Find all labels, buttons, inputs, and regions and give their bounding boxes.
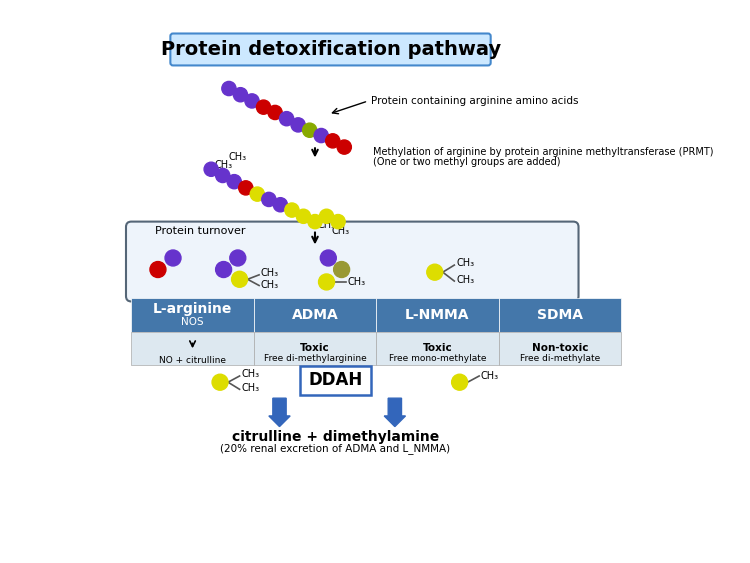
Circle shape [230,250,246,266]
Circle shape [212,374,228,390]
Circle shape [232,271,248,287]
Text: Free di-methylate: Free di-methylate [520,354,600,363]
Circle shape [222,82,236,96]
Text: CH₃: CH₃ [242,383,260,394]
Text: Toxic: Toxic [422,343,452,352]
Text: Free di-methylarginine: Free di-methylarginine [263,354,366,363]
Circle shape [331,215,345,229]
Circle shape [291,118,305,132]
Text: CH₃: CH₃ [229,152,247,162]
Text: Protein containing arginine amino acids: Protein containing arginine amino acids [371,96,578,106]
Text: CH₃: CH₃ [332,226,350,236]
Text: Methylation of arginine by protein arginine methyltransferase (PRMT): Methylation of arginine by protein argin… [373,146,713,157]
Text: CH₃: CH₃ [456,258,474,269]
Circle shape [215,168,229,182]
Circle shape [238,181,253,195]
Circle shape [319,274,334,290]
Circle shape [273,198,287,212]
Circle shape [452,374,467,390]
Text: CH₃: CH₃ [481,371,499,381]
Bar [499,332,621,365]
FancyArrow shape [384,398,406,427]
Text: CH₃: CH₃ [242,369,260,379]
Text: SDMA: SDMA [537,308,583,322]
Text: (One or two methyl groups are added): (One or two methyl groups are added) [373,157,560,167]
Circle shape [227,175,242,189]
Bar [376,332,499,365]
Circle shape [338,140,351,154]
Text: Free mono-methylate: Free mono-methylate [388,354,486,363]
Circle shape [296,209,310,224]
Text: L-NMMA: L-NMMA [405,308,470,322]
Circle shape [233,88,248,102]
Text: L-arginine: L-arginine [153,302,232,316]
Circle shape [165,250,181,266]
Circle shape [308,215,322,229]
Text: Toxic: Toxic [300,343,330,352]
Text: Protein turnover: Protein turnover [155,226,246,236]
Bar [376,298,499,332]
Circle shape [334,262,350,278]
Text: CH₃: CH₃ [456,275,474,285]
Text: CH₃: CH₃ [261,268,279,278]
FancyBboxPatch shape [300,367,371,395]
Circle shape [150,262,166,278]
Text: Non-toxic: Non-toxic [532,343,588,352]
Circle shape [245,94,259,108]
Bar [131,298,254,332]
Circle shape [302,123,316,137]
Circle shape [256,100,271,114]
Circle shape [262,193,276,207]
Text: CH₃: CH₃ [348,277,366,287]
Text: (20% renal excretion of ADMA and L_NMMA): (20% renal excretion of ADMA and L_NMMA) [220,443,451,454]
Text: CH₃: CH₃ [317,220,335,230]
Text: CH₃: CH₃ [261,280,279,289]
Text: citrulline + dimethylamine: citrulline + dimethylamine [232,430,439,444]
Circle shape [427,264,442,280]
Text: Protein detoxification pathway: Protein detoxification pathway [161,40,501,59]
Bar [254,298,376,332]
Circle shape [204,162,218,176]
Bar [131,332,254,365]
Bar [499,298,621,332]
Text: DDAH: DDAH [308,372,362,390]
Circle shape [268,105,282,119]
Text: NO + citrulline: NO + citrulline [159,355,226,364]
FancyArrow shape [268,398,290,427]
Circle shape [215,262,232,278]
Circle shape [280,111,294,126]
Circle shape [320,209,334,224]
FancyBboxPatch shape [170,34,491,65]
Circle shape [285,203,299,217]
Bar [254,332,376,365]
Text: ADMA: ADMA [292,308,338,322]
Text: NOS: NOS [182,317,204,327]
Circle shape [320,250,336,266]
FancyBboxPatch shape [126,222,578,301]
Circle shape [251,187,265,201]
Circle shape [314,128,328,142]
Circle shape [326,134,340,148]
Text: CH₃: CH₃ [214,160,232,170]
